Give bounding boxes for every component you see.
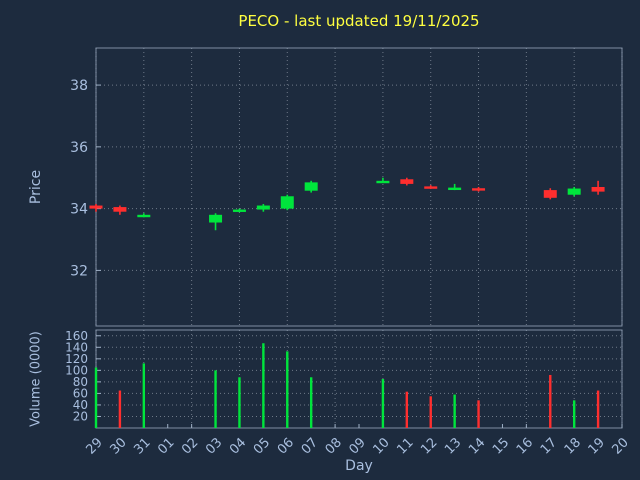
candle-body-day-31 <box>137 214 151 218</box>
tick-label: 07 <box>299 435 321 457</box>
tick-label: 16 <box>514 435 536 457</box>
tick-label: 04 <box>227 435 249 457</box>
tick-label: 100 <box>65 363 88 377</box>
axis-frame <box>95 329 623 429</box>
tick-label: 36 <box>70 140 88 156</box>
tick-label: 11 <box>394 435 416 457</box>
candle-body-day-07 <box>304 182 318 191</box>
tick-label: 19 <box>586 435 608 457</box>
tick-label: 60 <box>73 386 88 400</box>
tick-label: 34 <box>70 202 88 218</box>
tick-label: 140 <box>65 340 88 354</box>
x-axis-label: Day <box>345 458 373 474</box>
candle-body-day-10 <box>376 180 390 184</box>
candle-body-day-19 <box>591 187 605 192</box>
tick-label: 32 <box>70 263 88 279</box>
tick-label: 20 <box>610 435 632 457</box>
tick-label: 09 <box>347 435 369 457</box>
tick-label: 12 <box>418 435 440 457</box>
tick-label: 17 <box>538 435 560 457</box>
tick-label: 120 <box>65 352 88 366</box>
tick-label: 40 <box>73 398 88 412</box>
candle-body-day-30 <box>113 207 127 212</box>
candle-body-day-17 <box>543 190 557 198</box>
candle-body-day-18 <box>567 188 581 195</box>
candle-body-day-29 <box>89 205 103 209</box>
tick-label: 14 <box>466 435 488 457</box>
tick-label: 02 <box>179 435 201 457</box>
tick-label: 05 <box>251 435 273 457</box>
tick-label: 01 <box>155 435 177 457</box>
candle-body-day-12 <box>424 186 438 189</box>
tick-label: 15 <box>490 435 512 457</box>
tick-label: 18 <box>562 435 584 457</box>
candle-body-day-05 <box>256 205 270 210</box>
candle-body-day-06 <box>280 196 294 209</box>
tick-label: 08 <box>323 435 345 457</box>
axis-frame <box>95 47 623 327</box>
tick-label: 20 <box>73 409 88 423</box>
tick-label: 10 <box>370 435 392 457</box>
candle-body-day-13 <box>448 187 462 191</box>
tick-label: 38 <box>70 78 88 94</box>
candle-body-day-03 <box>209 214 223 223</box>
tick-label: 160 <box>65 329 88 343</box>
tick-label: 13 <box>442 435 464 457</box>
tick-label: 06 <box>275 435 297 457</box>
tick-label: 29 <box>84 435 106 457</box>
candle-body-day-14 <box>472 188 486 191</box>
chart-title: PECO - last updated 19/11/2025 <box>238 12 480 30</box>
tick-label: 31 <box>131 435 153 457</box>
candle-body-day-04 <box>232 209 246 212</box>
tick-label: 30 <box>107 435 129 457</box>
candle-body-day-11 <box>400 179 414 184</box>
tick-label: 03 <box>203 435 225 457</box>
tick-label: 80 <box>73 375 88 389</box>
